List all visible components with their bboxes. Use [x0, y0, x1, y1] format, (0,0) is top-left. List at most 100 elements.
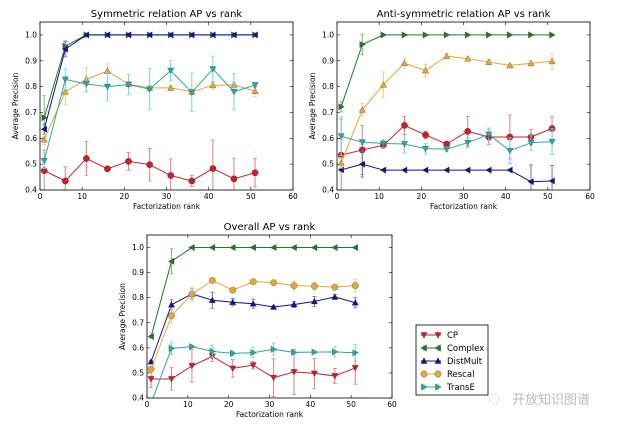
data-point: [351, 365, 359, 372]
chart-title: Anti-symmetric relation AP vs rank: [377, 9, 551, 20]
data-point: [147, 365, 155, 373]
legend-marker-icon: [420, 344, 427, 352]
y-tick-label: 1.0: [25, 30, 37, 39]
data-point: [359, 41, 366, 48]
data-point: [61, 45, 69, 53]
data-point: [249, 244, 256, 251]
y-tick-label: 0.6: [132, 343, 144, 352]
data-point: [401, 59, 408, 66]
data-point: [168, 376, 175, 383]
data-point: [125, 157, 132, 165]
data-point: [188, 244, 195, 251]
data-point: [422, 166, 429, 174]
data-point: [311, 348, 318, 356]
x-tick-label: 30: [265, 400, 275, 409]
data-point: [270, 303, 278, 310]
legend-entry-complex: Complex: [420, 344, 484, 354]
series-transe: [152, 341, 359, 398]
x-tick-label: 40: [501, 192, 511, 201]
x-tick-label: 60: [288, 192, 298, 201]
legend-entry-distmult: DistMult: [420, 357, 483, 367]
data-point: [270, 374, 278, 382]
data-point: [40, 136, 48, 143]
chart-title: Symmetric relation AP vs rank: [91, 9, 243, 20]
series-rescal: [147, 277, 359, 373]
x-tick-label: 20: [120, 192, 130, 201]
watermark-text: 开放知识图谱: [512, 392, 590, 408]
y-tick-label: 1.0: [132, 243, 144, 252]
data-point: [251, 31, 258, 39]
legend-marker-icon: [420, 357, 428, 364]
data-point: [82, 81, 90, 88]
data-point: [422, 31, 430, 39]
legend-marker-icon: [435, 383, 442, 391]
data-point: [527, 178, 534, 186]
data-point: [291, 348, 298, 356]
data-point: [146, 31, 153, 39]
x-tick-label: 40: [204, 192, 214, 201]
data-point: [527, 59, 535, 67]
series-complex: [147, 244, 358, 341]
x-tick-label: 30: [459, 192, 469, 201]
data-point: [310, 370, 318, 377]
y-tick-label: 0.8: [132, 293, 144, 302]
x-tick-label: 50: [543, 192, 553, 201]
data-point: [82, 31, 90, 39]
legend-marker-icon: [434, 370, 442, 378]
data-point: [230, 349, 237, 357]
data-point: [167, 257, 175, 265]
data-point: [443, 166, 450, 174]
data-point: [208, 296, 216, 303]
y-tick-label: 0.4: [132, 394, 144, 403]
y-tick-label: 0.7: [132, 318, 144, 327]
data-point: [249, 278, 257, 285]
data-point: [422, 131, 429, 139]
data-point: [147, 358, 155, 365]
x-tick-label: 30: [162, 192, 172, 201]
y-tick-label: 0.9: [132, 268, 144, 277]
data-point: [380, 31, 387, 39]
data-point: [167, 31, 174, 39]
data-point: [379, 81, 387, 88]
data-point: [351, 299, 359, 306]
data-point: [209, 31, 216, 39]
y-tick-label: 0.8: [25, 82, 37, 91]
data-point: [464, 139, 472, 147]
data-point: [331, 373, 339, 380]
series-cp: [337, 114, 556, 190]
data-point: [443, 31, 451, 39]
data-point: [250, 349, 257, 357]
data-point: [331, 244, 338, 251]
legend: CP Complex DistMult Rescal TransE: [415, 324, 489, 396]
data-point: [548, 57, 556, 64]
plot-frame: [336, 21, 591, 191]
x-tick-label: 20: [417, 192, 427, 201]
y-tick-label: 0.4: [322, 186, 334, 195]
data-point: [188, 363, 196, 370]
data-point: [290, 300, 298, 308]
data-point: [401, 31, 408, 39]
data-point: [208, 244, 216, 251]
x-tick-label: 50: [346, 400, 356, 409]
data-point: [332, 348, 339, 356]
series-line: [341, 163, 553, 183]
y-tick-label: 0.9: [25, 56, 37, 65]
data-point: [208, 277, 216, 284]
data-point: [331, 293, 339, 300]
data-point: [358, 160, 366, 168]
y-tick-label: 1.0: [322, 30, 334, 39]
data-point: [168, 301, 175, 308]
data-point: [379, 140, 387, 147]
x-tick-label: 50: [246, 192, 256, 201]
x-tick-label: 0: [335, 192, 340, 201]
series-distmult: [337, 150, 555, 190]
data-point: [188, 290, 196, 298]
y-tick-label: 0.5: [25, 160, 37, 169]
x-axis-label: Factorization rank: [430, 202, 498, 211]
data-point: [104, 165, 111, 173]
data-point: [61, 88, 69, 95]
data-point: [464, 166, 471, 174]
y-tick-label: 0.4: [25, 186, 37, 195]
plot-frame: [146, 234, 393, 399]
data-point: [229, 365, 237, 372]
